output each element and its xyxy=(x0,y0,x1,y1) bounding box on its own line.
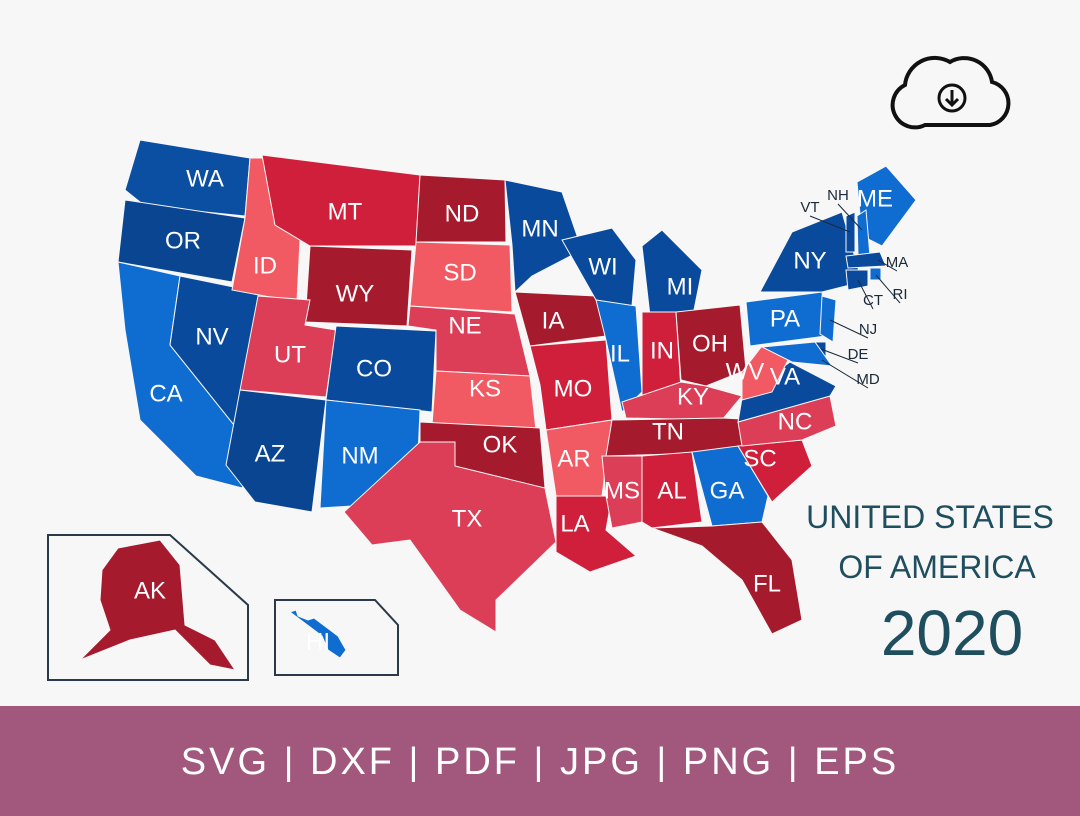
leader-line xyxy=(857,279,874,310)
state-label: SD xyxy=(443,259,476,286)
state-label: CA xyxy=(149,380,182,407)
state-label: MT xyxy=(328,198,363,225)
state-label: WI xyxy=(588,253,617,280)
state-label: TX xyxy=(452,505,483,532)
state-label: IN xyxy=(650,337,674,364)
state xyxy=(845,251,887,269)
state xyxy=(561,227,637,307)
state xyxy=(641,229,703,321)
state-label: MN xyxy=(521,215,558,242)
state xyxy=(641,451,703,529)
state-label: OR xyxy=(165,227,201,254)
arrow xyxy=(944,90,960,108)
state-label: VT xyxy=(800,199,819,216)
leader-line xyxy=(821,359,869,389)
year: 2020 xyxy=(881,597,1023,669)
download-icon[interactable] xyxy=(890,55,1011,130)
state xyxy=(304,245,413,327)
state-label: NH xyxy=(827,187,849,204)
state-label: AK xyxy=(134,577,166,604)
state-label: CO xyxy=(356,355,392,382)
state xyxy=(415,174,507,243)
state-label: ND xyxy=(445,200,480,227)
state-label: NC xyxy=(778,408,813,435)
title-line: UNITED STATES xyxy=(806,499,1054,535)
state-label: WY xyxy=(336,280,375,307)
state-label: OK xyxy=(483,431,518,458)
state-label: ME xyxy=(857,185,893,212)
state-label: SC xyxy=(743,445,776,472)
leader-line xyxy=(837,203,863,231)
state xyxy=(325,325,437,413)
title-block: UNITED STATES OF AMERICA 2020 xyxy=(806,499,1054,669)
state xyxy=(691,445,769,527)
state-label: DE xyxy=(848,346,869,363)
state xyxy=(819,295,837,343)
formats: SVG | DXF | PDF | JPG | PNG | EPS xyxy=(181,741,899,783)
state-label: VA xyxy=(770,363,800,390)
state xyxy=(675,304,747,387)
state-label: TN xyxy=(652,418,684,445)
state-label: PA xyxy=(770,305,800,332)
state-label: MD xyxy=(856,371,879,388)
state-label: GA xyxy=(710,477,745,504)
state-label: ID xyxy=(253,252,277,279)
state-label: IA xyxy=(542,307,565,334)
footer-bar xyxy=(0,706,1080,816)
state-label: AR xyxy=(557,445,590,472)
state xyxy=(225,389,327,513)
state-label: LA xyxy=(560,510,589,537)
state-label: OH xyxy=(692,330,728,357)
hawaii-frame xyxy=(274,599,399,676)
leader-line xyxy=(875,274,901,304)
leader-line xyxy=(809,215,851,233)
state xyxy=(651,521,803,635)
state-label: MA xyxy=(886,254,909,271)
state-label: KY xyxy=(677,383,709,410)
state-label: MO xyxy=(554,375,593,402)
state-label: UT xyxy=(274,341,306,368)
leader-line xyxy=(820,348,859,364)
leader-line xyxy=(829,319,869,339)
state-label: CT xyxy=(863,292,883,309)
state xyxy=(117,199,246,283)
alaska-frame xyxy=(47,534,249,681)
state-label: AL xyxy=(657,477,686,504)
state-label: NV xyxy=(195,323,228,350)
state-label: NY xyxy=(793,247,826,274)
state-label: FL xyxy=(753,570,781,597)
circle xyxy=(937,83,967,113)
state xyxy=(845,211,856,253)
state xyxy=(343,441,557,633)
state-labels: WA OR CA NV ID MT WY UT CO AZ NM ND SD NE KS OK TX MN IA MO… xyxy=(134,165,908,655)
state xyxy=(504,179,583,294)
state xyxy=(845,269,869,291)
state-label: MS xyxy=(604,477,640,504)
state xyxy=(741,345,793,401)
leader-line xyxy=(877,259,898,272)
state-label: NE xyxy=(448,312,481,339)
state-label: HI xyxy=(306,628,330,655)
cloud xyxy=(890,55,1011,130)
states xyxy=(79,139,917,671)
state-label: WV xyxy=(726,358,765,385)
title-line: OF AMERICA xyxy=(838,549,1036,585)
state xyxy=(79,539,237,671)
state-label: IL xyxy=(610,340,630,367)
state-label: AZ xyxy=(255,440,286,467)
state xyxy=(601,455,643,529)
state-label: WA xyxy=(186,165,224,192)
state-label: RI xyxy=(893,286,908,303)
state xyxy=(261,154,421,247)
state xyxy=(288,609,347,659)
state-label: MI xyxy=(667,273,694,300)
state-label: NM xyxy=(341,442,378,469)
state-label: NJ xyxy=(859,321,877,338)
state-label: KS xyxy=(469,375,501,402)
state xyxy=(409,241,513,313)
